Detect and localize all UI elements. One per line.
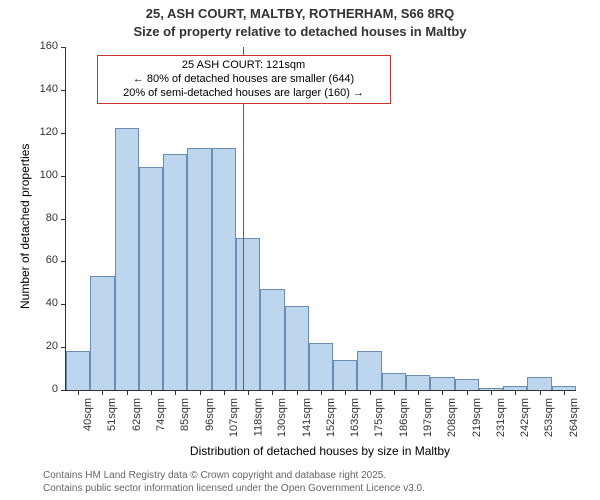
x-tick-label: 74sqm xyxy=(155,398,167,431)
footer-copyright-1: Contains HM Land Registry data © Crown c… xyxy=(43,470,386,481)
histogram-bar xyxy=(357,351,381,390)
x-tick-label: 62sqm xyxy=(131,398,143,431)
histogram-bar xyxy=(212,148,236,390)
y-tick-label: 40 xyxy=(28,297,58,309)
histogram-bar xyxy=(382,373,406,390)
x-tick-label: 141sqm xyxy=(301,398,313,437)
address-title: 25, ASH COURT, MALTBY, ROTHERHAM, S66 8R… xyxy=(0,6,600,21)
histogram-bar xyxy=(527,377,551,390)
y-tick-label: 0 xyxy=(28,383,58,395)
x-tick-label: 40sqm xyxy=(82,398,94,431)
histogram-bar xyxy=(236,238,260,390)
x-tick-label: 264sqm xyxy=(568,398,580,437)
histogram-bar xyxy=(430,377,454,390)
x-tick-label: 96sqm xyxy=(204,398,216,431)
footer-copyright-2: Contains public sector information licen… xyxy=(43,483,425,494)
y-tick-label: 160 xyxy=(28,40,58,52)
histogram-bar xyxy=(406,375,430,390)
annotation-line-3: 20% of semi-detached houses are larger (… xyxy=(104,87,384,101)
histogram-chart: 020406080100120140160 40sqm51sqm62sqm74s… xyxy=(65,47,576,391)
y-tick-label: 60 xyxy=(28,254,58,266)
histogram-bar xyxy=(285,306,309,390)
x-tick-label: 130sqm xyxy=(276,398,288,437)
x-axis-label: Distribution of detached houses by size … xyxy=(65,444,575,458)
y-tick-label: 20 xyxy=(28,340,58,352)
histogram-bar xyxy=(455,379,479,390)
x-tick-label: 51sqm xyxy=(106,398,118,431)
x-tick-label: 152sqm xyxy=(325,398,337,437)
x-tick-label: 242sqm xyxy=(519,398,531,437)
y-tick-label: 120 xyxy=(28,126,58,138)
x-tick-label: 253sqm xyxy=(544,398,556,437)
x-tick-label: 85sqm xyxy=(179,398,191,431)
histogram-bar xyxy=(90,276,114,390)
histogram-bar xyxy=(333,360,357,390)
chart-subtitle: Size of property relative to detached ho… xyxy=(0,24,600,39)
x-tick-label: 163sqm xyxy=(349,398,361,437)
x-tick-label: 208sqm xyxy=(446,398,458,437)
x-tick-label: 231sqm xyxy=(495,398,507,437)
annotation-line-1: 25 ASH COURT: 121sqm xyxy=(104,59,384,73)
x-tick-label: 219sqm xyxy=(471,398,483,437)
histogram-bar xyxy=(115,128,139,390)
x-tick-label: 118sqm xyxy=(252,398,264,436)
histogram-bar xyxy=(187,148,211,390)
x-tick-label: 175sqm xyxy=(374,398,386,437)
histogram-bar xyxy=(66,351,90,390)
y-tick-label: 80 xyxy=(28,212,58,224)
y-tick-label: 100 xyxy=(28,169,58,181)
y-tick-label: 140 xyxy=(28,83,58,95)
x-tick-label: 197sqm xyxy=(422,398,434,437)
x-tick-label: 186sqm xyxy=(398,398,410,437)
histogram-bar xyxy=(260,289,284,390)
annotation-line-2: ← 80% of detached houses are smaller (64… xyxy=(104,73,384,87)
histogram-bar xyxy=(309,343,333,390)
histogram-bar xyxy=(139,167,163,390)
histogram-bar xyxy=(163,154,187,390)
x-tick-label: 107sqm xyxy=(228,398,240,437)
annotation-box: 25 ASH COURT: 121sqm ← 80% of detached h… xyxy=(97,55,391,104)
